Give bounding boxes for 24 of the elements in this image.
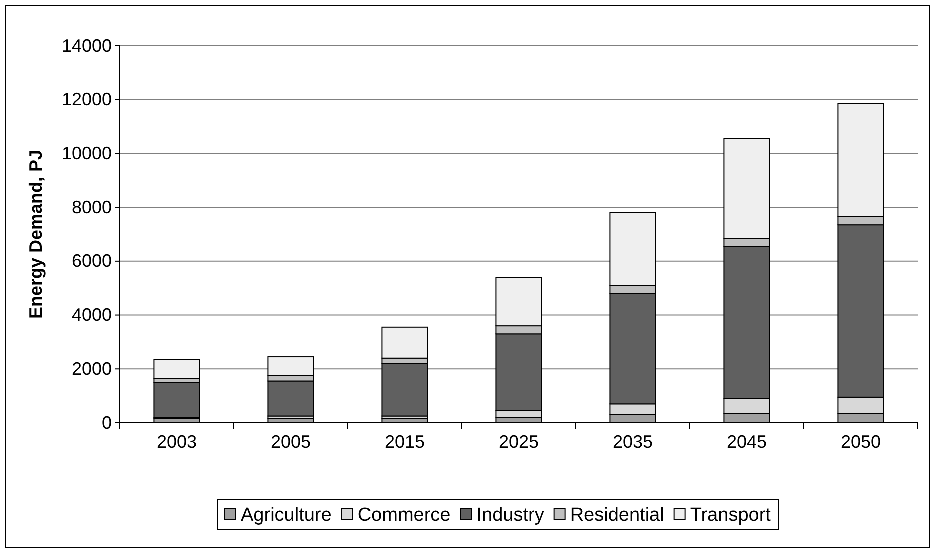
y-tick-label: 14000 — [62, 36, 112, 56]
legend-label: Commerce — [358, 505, 451, 526]
y-tick-label: 8000 — [72, 197, 112, 218]
legend-label: Industry — [476, 505, 545, 526]
y-axis-title: Energy Demand, PJ — [26, 150, 46, 320]
x-tick-label: 2015 — [384, 432, 426, 452]
legend-label: Transport — [690, 505, 772, 526]
x-tick-label: 2005 — [270, 432, 312, 452]
y-tick-label: 12000 — [62, 90, 112, 110]
bar — [268, 380, 314, 417]
y-tick-label: 0 — [102, 412, 112, 433]
x-tick-label: 2045 — [726, 432, 768, 452]
y-tick-label: 4000 — [72, 305, 112, 326]
y-tick-label: 10000 — [62, 143, 112, 164]
x-tick-label: 2050 — [840, 432, 882, 452]
legend-label: Agriculture — [241, 505, 332, 526]
y-tick-label: 2000 — [72, 358, 112, 379]
legend-label: Residential — [570, 505, 664, 526]
x-tick-label: 2025 — [498, 432, 540, 452]
y-tick-label: 6000 — [72, 251, 112, 272]
bar — [382, 363, 428, 417]
bar — [154, 359, 200, 380]
x-tick-label: 2003 — [156, 432, 198, 452]
x-tick-label: 2035 — [612, 432, 654, 452]
